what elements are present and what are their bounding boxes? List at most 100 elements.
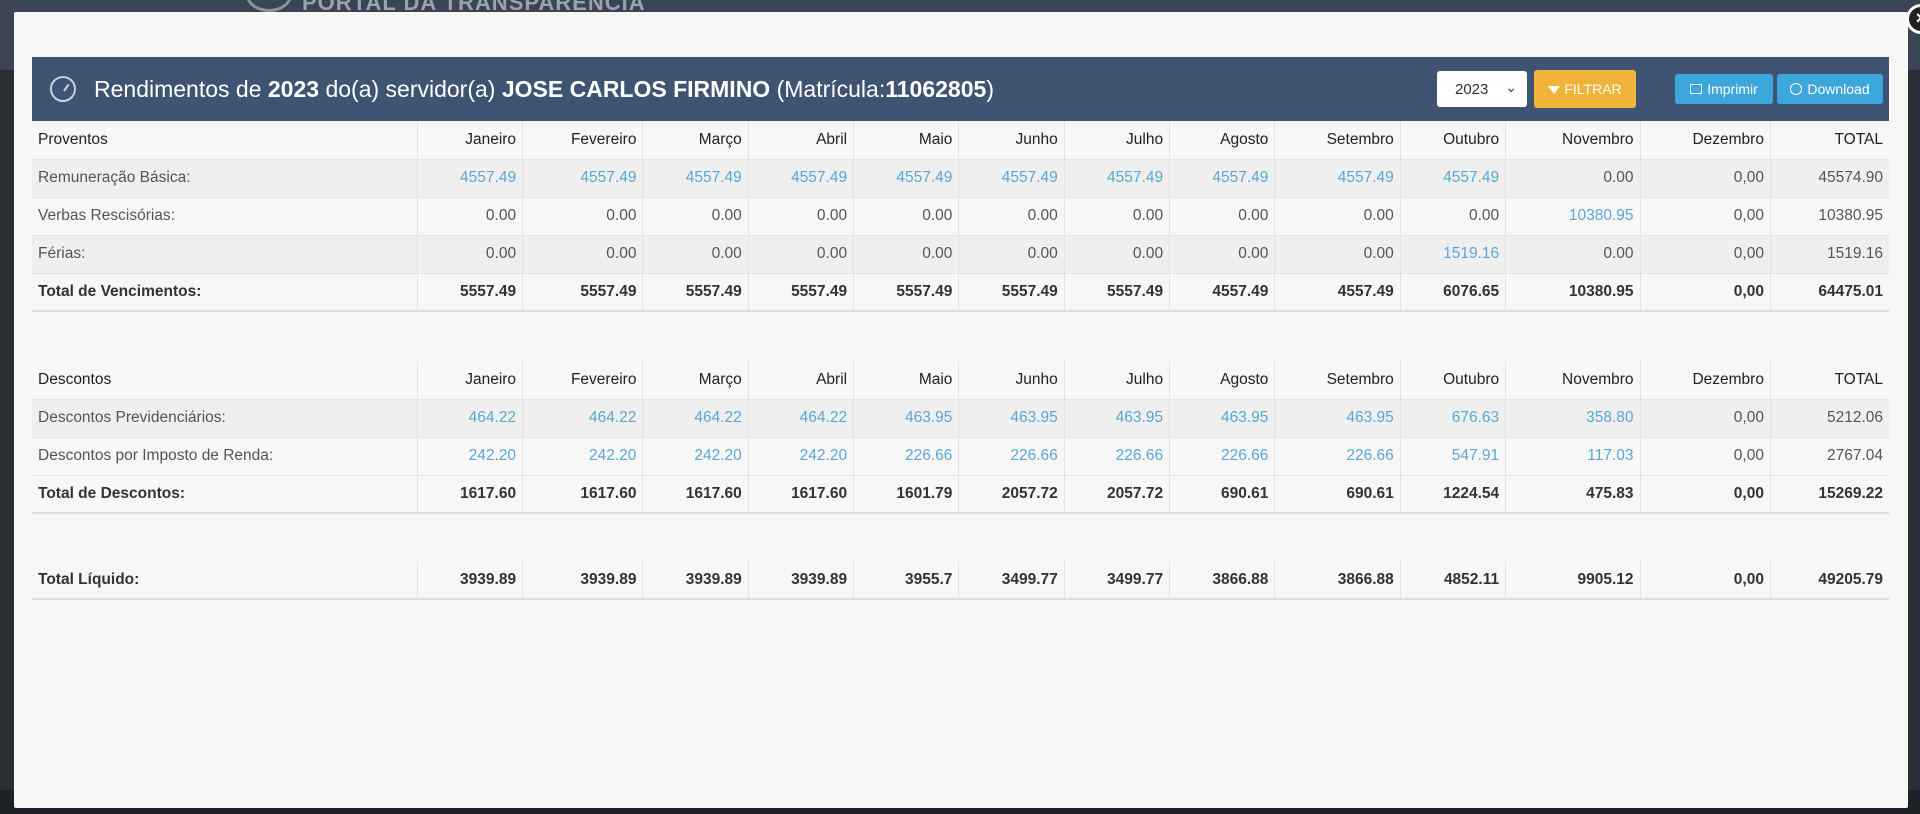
value-cell: 1617.60 bbox=[417, 475, 524, 514]
value-link[interactable]: 547.91 bbox=[1400, 437, 1507, 476]
month-header: Novembro bbox=[1505, 361, 1641, 400]
value-cell: 3866.88 bbox=[1274, 561, 1401, 600]
total-header: TOTAL bbox=[1770, 121, 1889, 160]
value-cell: 4852.11 bbox=[1400, 561, 1507, 600]
value-link[interactable]: 464.22 bbox=[642, 399, 749, 438]
year-select-value: 2023 bbox=[1455, 80, 1489, 98]
value-link[interactable]: 358.80 bbox=[1505, 399, 1641, 438]
value-cell: 2057.72 bbox=[958, 475, 1065, 514]
value-cell: 690.61 bbox=[1274, 475, 1401, 514]
print-button-label: Imprimir bbox=[1707, 81, 1758, 97]
month-header: Fevereiro bbox=[522, 121, 644, 160]
value-cell: 5557.49 bbox=[1064, 273, 1171, 312]
value-cell: 0,00 bbox=[1640, 235, 1771, 274]
total-header: TOTAL bbox=[1770, 361, 1889, 400]
value-link[interactable]: 242.20 bbox=[748, 437, 855, 476]
value-link[interactable]: 10380.95 bbox=[1505, 197, 1641, 236]
value-link[interactable]: 463.95 bbox=[853, 399, 960, 438]
row-label: Total Líquido: bbox=[32, 561, 418, 600]
download-button[interactable]: Download bbox=[1777, 74, 1883, 104]
value-cell: 0.00 bbox=[522, 235, 644, 274]
value-cell: 10380.95 bbox=[1505, 273, 1641, 312]
section-header: Proventos bbox=[32, 121, 418, 160]
value-cell: 0.00 bbox=[1169, 197, 1276, 236]
value-link[interactable]: 463.95 bbox=[1064, 399, 1171, 438]
value-link[interactable]: 463.95 bbox=[1274, 399, 1401, 438]
month-header: Janeiro bbox=[417, 361, 524, 400]
row-total: 2767.04 bbox=[1770, 437, 1889, 476]
value-cell: 0.00 bbox=[1400, 197, 1507, 236]
row-total: 49205.79 bbox=[1770, 561, 1889, 600]
value-cell: 3955.7 bbox=[853, 561, 960, 600]
clock-icon bbox=[50, 76, 76, 102]
value-cell: 1601.79 bbox=[853, 475, 960, 514]
print-button[interactable]: Imprimir bbox=[1675, 74, 1773, 104]
value-link[interactable]: 4557.49 bbox=[748, 159, 855, 198]
row-total: 15269.22 bbox=[1770, 475, 1889, 514]
value-link[interactable]: 4557.49 bbox=[1274, 159, 1401, 198]
value-cell: 5557.49 bbox=[522, 273, 644, 312]
value-link[interactable]: 464.22 bbox=[748, 399, 855, 438]
value-link[interactable]: 226.66 bbox=[958, 437, 1065, 476]
value-link[interactable]: 676.63 bbox=[1400, 399, 1507, 438]
value-cell: 690.61 bbox=[1169, 475, 1276, 514]
table-row: Verbas Rescisórias: 0.00 0.00 0.00 0.00 0.00 0… bbox=[32, 197, 1889, 236]
value-cell: 0.00 bbox=[853, 235, 960, 274]
value-link[interactable]: 4557.49 bbox=[958, 159, 1065, 198]
year-select[interactable]: 2023 ⌄ bbox=[1437, 71, 1527, 107]
value-link[interactable]: 1519.16 bbox=[1400, 235, 1507, 274]
value-link[interactable]: 4557.49 bbox=[853, 159, 960, 198]
value-link[interactable]: 463.95 bbox=[1169, 399, 1276, 438]
value-link[interactable]: 463.95 bbox=[958, 399, 1065, 438]
title-prefix: Rendimentos de bbox=[94, 75, 262, 102]
value-link[interactable]: 4557.49 bbox=[1400, 159, 1507, 198]
value-link[interactable]: 4557.49 bbox=[1064, 159, 1171, 198]
value-link[interactable]: 117.03 bbox=[1505, 437, 1641, 476]
registration-number: 11062805 bbox=[885, 75, 987, 102]
month-header: Junho bbox=[958, 361, 1065, 400]
table-header-row: Descontos Janeiro Fevereiro Março Abril Maio J… bbox=[32, 361, 1889, 400]
table-row: Descontos por Imposto de Renda: 242.20 242… bbox=[32, 437, 1889, 476]
value-cell: 0.00 bbox=[642, 197, 749, 236]
value-link[interactable]: 242.20 bbox=[642, 437, 749, 476]
value-link[interactable]: 226.66 bbox=[1274, 437, 1401, 476]
income-modal: × Rendimentos de 2023 do(a) servidor(a) … bbox=[14, 4, 1920, 808]
value-cell: 0,00 bbox=[1640, 197, 1771, 236]
month-header: Junho bbox=[958, 121, 1065, 160]
value-link[interactable]: 226.66 bbox=[853, 437, 960, 476]
value-cell: 0.00 bbox=[1505, 235, 1641, 274]
table-total-row: Total de Vencimentos: 5557.49 5557.49 5557.… bbox=[32, 273, 1889, 312]
value-cell: 3939.89 bbox=[522, 561, 644, 600]
row-label: Total de Descontos: bbox=[32, 475, 418, 514]
month-header: Agosto bbox=[1169, 361, 1276, 400]
value-cell: 6076.65 bbox=[1400, 273, 1507, 312]
value-link[interactable]: 4557.49 bbox=[417, 159, 524, 198]
month-header: Março bbox=[642, 121, 749, 160]
month-header: Maio bbox=[853, 121, 960, 160]
value-cell: 0,00 bbox=[1640, 437, 1771, 476]
value-link[interactable]: 242.20 bbox=[522, 437, 644, 476]
filter-button-label: FILTRAR bbox=[1564, 81, 1622, 97]
value-cell: 0.00 bbox=[958, 235, 1065, 274]
month-header: Novembro bbox=[1505, 121, 1641, 160]
value-link[interactable]: 464.22 bbox=[522, 399, 644, 438]
section-header: Descontos bbox=[32, 361, 418, 400]
download-icon bbox=[1790, 83, 1803, 95]
value-link[interactable]: 464.22 bbox=[417, 399, 524, 438]
row-label: Remuneração Básica: bbox=[32, 159, 418, 198]
value-link[interactable]: 4557.49 bbox=[1169, 159, 1276, 198]
value-link[interactable]: 226.66 bbox=[1064, 437, 1171, 476]
filter-button[interactable]: FILTRAR bbox=[1534, 70, 1636, 108]
value-cell: 0.00 bbox=[417, 197, 524, 236]
value-cell: 0.00 bbox=[1505, 159, 1641, 198]
value-cell: 0.00 bbox=[748, 197, 855, 236]
value-link[interactable]: 4557.49 bbox=[642, 159, 749, 198]
month-header: Maio bbox=[853, 361, 960, 400]
value-link[interactable]: 226.66 bbox=[1169, 437, 1276, 476]
portal-logo-text: PORTAL DA TRANSPARÊNCIA bbox=[302, 0, 646, 15]
value-link[interactable]: 4557.49 bbox=[522, 159, 644, 198]
employee-name: JOSE CARLOS FIRMINO bbox=[501, 75, 771, 102]
row-label: Descontos por Imposto de Renda: bbox=[32, 437, 418, 476]
value-link[interactable]: 242.20 bbox=[417, 437, 524, 476]
table-row: Férias: 0.00 0.00 0.00 0.00 0.00 0.00 0.00 0.00 0… bbox=[32, 235, 1889, 274]
